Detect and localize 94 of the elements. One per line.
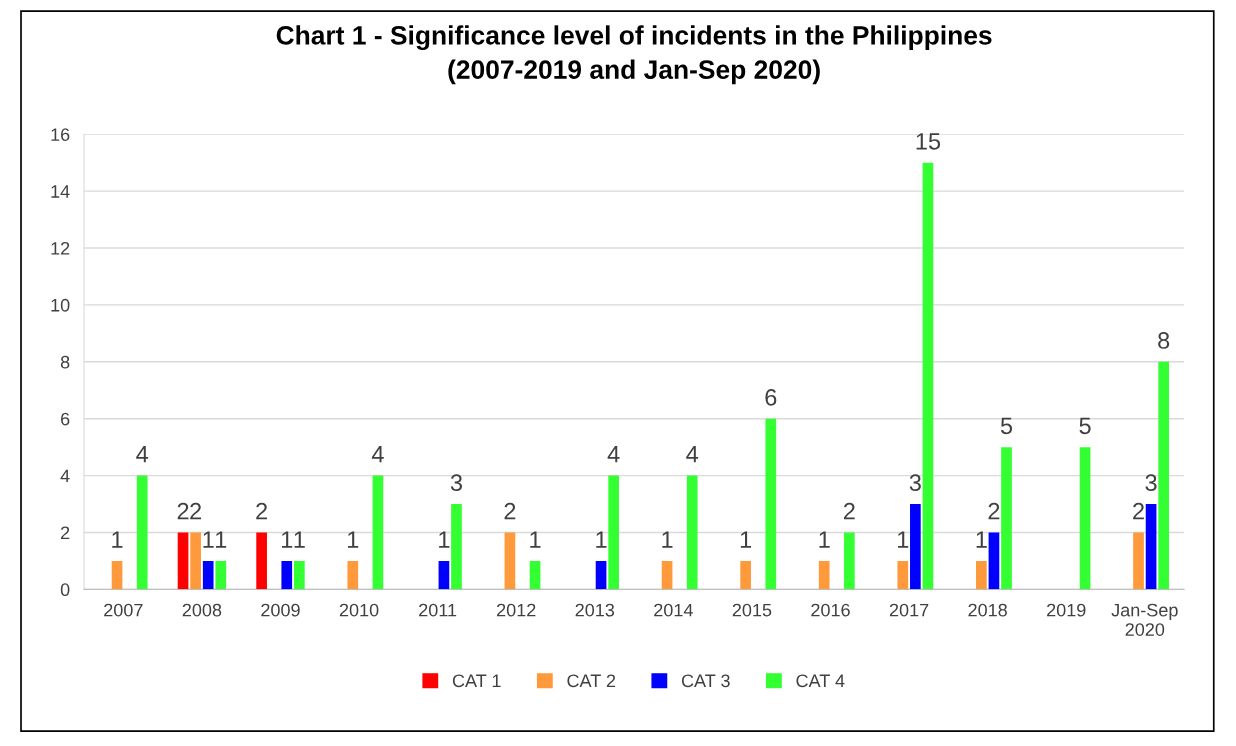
data-label: 6 [765,388,777,406]
bar [608,475,619,590]
data-label: 1 [976,531,987,548]
bar [177,532,189,590]
data-label: 3 [450,474,463,492]
data-label: 2 [504,502,516,520]
bar [190,532,201,590]
bar [1145,504,1157,590]
x-tick-label: 2019 [1047,603,1086,617]
chart-title: Chart 1 - Significance level of incidents in the Philippines (2007-2019 and Jan-Sep 2020) [276,25,992,85]
bar [595,560,607,590]
legend-label: CAT 1 [452,674,501,688]
bar [529,560,541,590]
bar [897,560,909,590]
x-tick-label: 2013 [575,603,615,617]
bar [504,532,516,590]
x-tick-label: 2017 [889,603,929,617]
bar [844,532,855,590]
data-label: 1 [596,531,607,548]
data-label: 1 [662,531,673,548]
data-label: 1 [203,531,214,548]
bar [256,532,267,590]
bar [818,560,830,590]
x-tick-label: 2016 [811,603,850,617]
bar [372,475,384,590]
y-tick-label: 2 [61,526,70,539]
data-label: 4 [136,446,149,463]
data-label: 2 [256,502,268,520]
x-tick-label: 2011 [419,603,457,617]
data-label: 4 [371,446,384,463]
data-label: 4 [686,446,699,463]
data-label: 8 [1158,332,1170,349]
legend-label: CAT 3 [681,674,730,688]
bar [740,560,751,590]
x-tick-label: 2018 [968,603,1007,617]
bar [215,560,227,590]
bar [661,560,673,590]
data-label: 15 [916,133,941,150]
data-label: 4 [607,446,620,463]
x-tick-label: 2007 [104,603,143,617]
data-label: 2 [177,502,189,520]
data-label: 1 [112,531,123,548]
data-label: 3 [909,474,921,492]
y-tick-label: 10 [51,298,70,312]
bar [294,560,305,590]
bar [136,475,148,590]
legend-label: CAT 2 [567,674,616,688]
bar [765,418,777,590]
x-tick-label: 2015 [732,603,772,617]
x-tick-label: 2010 [339,603,379,617]
bar [347,560,359,590]
data-label: 1 [216,531,227,548]
y-tick-label: 16 [51,128,70,141]
bar [111,560,123,590]
data-label: 2 [190,502,201,520]
x-tick-label: 2012 [497,603,536,617]
x-tick-label: 2014 [654,603,693,617]
data-label: 5 [1079,417,1091,435]
data-label: 1 [819,531,830,548]
data-label: 1 [740,531,752,548]
data-label: 1 [898,531,909,548]
x-tick-label: 2009 [261,603,300,617]
data-label: 2 [1133,502,1144,520]
y-tick-label: 4 [60,469,70,483]
bar [976,560,987,590]
bar [988,532,1000,590]
bar [910,504,921,590]
data-label: 1 [530,531,541,548]
bar [438,560,450,590]
bar [922,162,934,590]
bar [686,475,698,590]
data-label: 1 [282,531,293,548]
data-label: 1 [294,531,305,548]
bar [1133,532,1144,590]
data-label: 1 [439,531,450,548]
data-label: 5 [1000,417,1013,435]
y-tick-label: 0 [60,583,70,597]
bar [451,504,462,590]
data-label: 2 [988,502,1000,520]
bar [202,560,214,590]
bar [281,560,293,590]
data-label: 2 [843,502,855,520]
x-tick-label: 2008 [182,603,222,617]
x-tick-label: Jan-Sep 2020 [1111,603,1178,636]
y-tick-label: 6 [61,412,70,426]
data-label: 3 [1145,474,1157,492]
legend-label: CAT 4 [796,674,845,688]
y-tick-label: 12 [51,241,70,255]
bar [1079,447,1091,590]
bar [1001,447,1012,590]
y-tick-label: 14 [51,185,70,198]
y-tick-label: 8 [60,355,70,369]
data-label: 1 [348,531,359,548]
bar [1158,361,1169,590]
